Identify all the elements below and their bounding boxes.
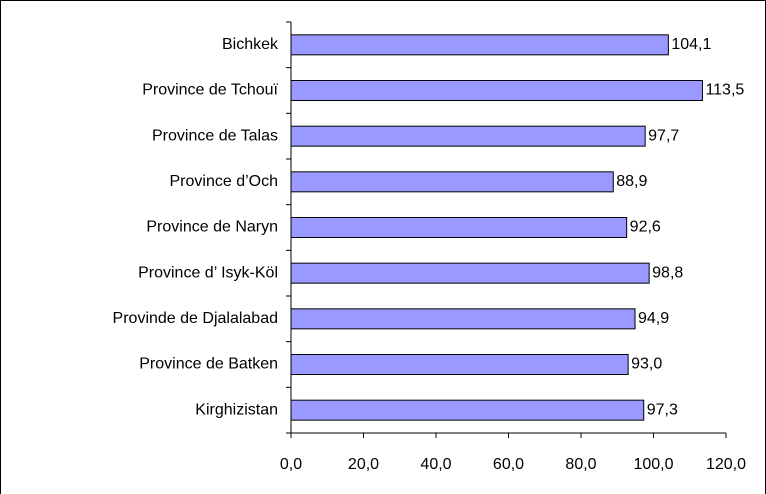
y-tick-label: Kirghizistan xyxy=(195,401,278,418)
x-tick-label: 0,0 xyxy=(280,456,302,473)
x-tick-label: 60,0 xyxy=(493,456,524,473)
bar xyxy=(290,308,636,330)
x-tick-label: 120,0 xyxy=(706,456,746,473)
bar xyxy=(290,217,628,238)
value-label: 94,9 xyxy=(638,310,669,327)
value-label: 88,9 xyxy=(616,173,647,190)
y-tick-label: Provinde de Djalalabad xyxy=(113,310,278,327)
bar xyxy=(290,399,645,421)
value-label: 113,5 xyxy=(705,82,744,99)
y-tick-label: Province de Naryn xyxy=(146,219,278,236)
x-tick-label: 40,0 xyxy=(420,456,451,473)
bar xyxy=(290,354,629,375)
x-tick-label: 80,0 xyxy=(565,456,596,473)
bar xyxy=(290,80,703,101)
value-label: 92,6 xyxy=(630,219,661,236)
x-tick-label: 100,0 xyxy=(633,456,673,473)
value-label: 93,0 xyxy=(631,356,662,373)
value-label: 98,8 xyxy=(652,264,683,281)
y-tick-label: Province de Talas xyxy=(152,127,278,144)
y-tick-label: Province de Tchouï xyxy=(142,82,278,99)
y-tick-label: Province d’Och xyxy=(170,173,279,190)
bar xyxy=(290,262,650,284)
y-tick-label: Bichkek xyxy=(222,36,279,53)
x-tick-label: 20,0 xyxy=(348,456,379,473)
y-tick-label: Province de Batken xyxy=(139,356,278,373)
bar xyxy=(290,171,614,193)
bar xyxy=(290,34,669,56)
value-label: 97,3 xyxy=(647,401,678,418)
y-tick-label: Province d’ Isyk-Köl xyxy=(138,264,278,281)
bar xyxy=(290,125,646,147)
value-label: 104,1 xyxy=(671,36,711,53)
value-label: 97,7 xyxy=(648,127,679,144)
